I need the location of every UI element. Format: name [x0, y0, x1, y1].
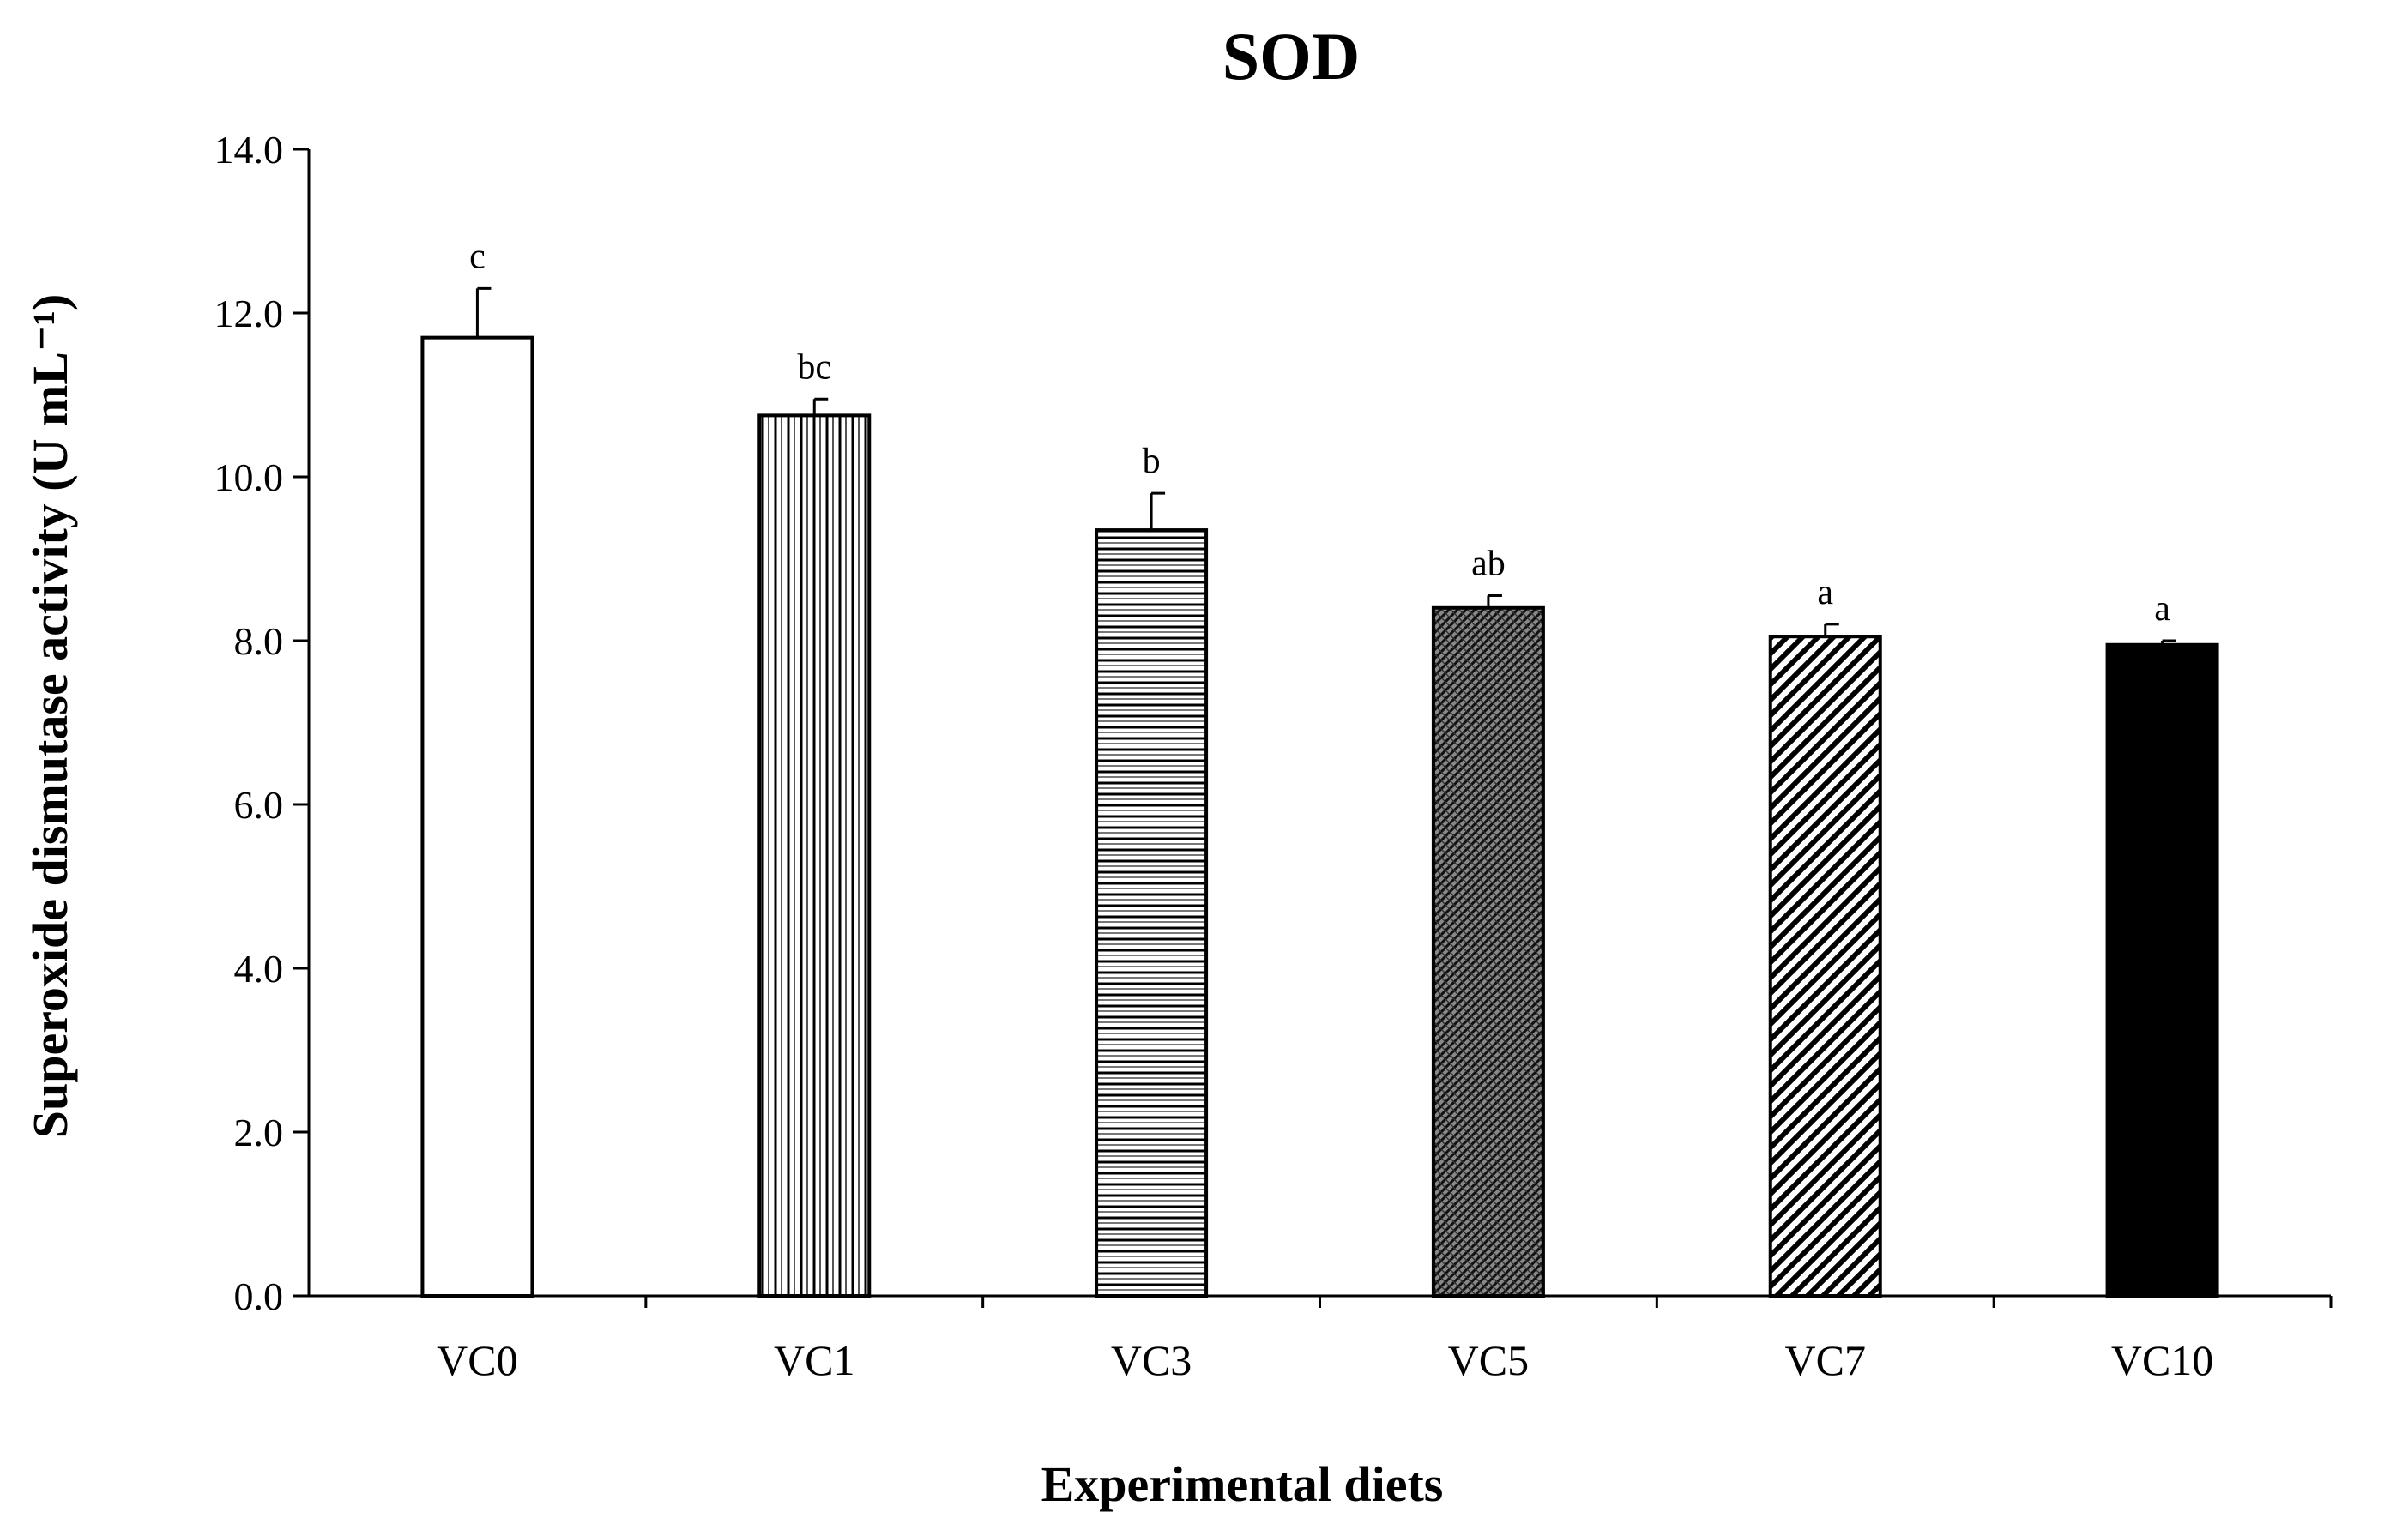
y-tick-label: 2.0 [234, 1111, 284, 1154]
x-axis-label: Experimental diets [1041, 1456, 1444, 1512]
sig-letter-vc5: ab [1471, 544, 1506, 583]
sig-letter-vc7: a [1817, 573, 1833, 612]
x-category-label-vc5: VC5 [1448, 1336, 1529, 1384]
y-tick-label: 4.0 [234, 947, 284, 991]
sig-letter-vc10: a [2154, 589, 2170, 629]
x-category-label-vc7: VC7 [1785, 1336, 1866, 1384]
bar-vc10 [2105, 642, 2219, 1298]
chart-title: SOD [1222, 19, 1360, 93]
x-category-label-vc10: VC10 [2111, 1336, 2213, 1384]
y-axis-label: Superoxide dismutase activity (U mL⁻¹) [22, 294, 78, 1139]
x-axis-categories: VC0 VC1 VC3 VC5 VC7 VC10 [437, 1296, 2333, 1384]
y-tick-label: 8.0 [234, 619, 284, 663]
x-category-label-vc3: VC3 [1111, 1336, 1192, 1384]
bar-vc1 [757, 413, 872, 1298]
sig-letter-vc0: c [469, 237, 486, 276]
y-tick-label: 12.0 [214, 292, 284, 335]
y-tick-label: 10.0 [214, 455, 284, 499]
y-tick-label: 14.0 [214, 128, 284, 172]
significance-letters: c bc b ab a a [469, 237, 2170, 629]
bar-vc7 [1768, 635, 1882, 1298]
sig-letter-vc1: bc [797, 347, 831, 387]
error-bars [475, 286, 2176, 645]
x-category-label-vc1: VC1 [774, 1336, 854, 1384]
x-category-label-vc0: VC0 [437, 1336, 517, 1384]
sig-letter-vc3: b [1143, 442, 1161, 481]
bars [420, 335, 2219, 1298]
y-tick-label: 0.0 [234, 1274, 284, 1318]
bar-vc3 [1095, 528, 1209, 1298]
bar-vc5 [1431, 605, 1545, 1298]
y-tick-label: 6.0 [234, 783, 284, 827]
y-axis-ticks: 0.0 2.0 4.0 6.0 8.0 10.0 12.0 14.0 [214, 128, 309, 1318]
bar-vc0 [420, 335, 534, 1298]
